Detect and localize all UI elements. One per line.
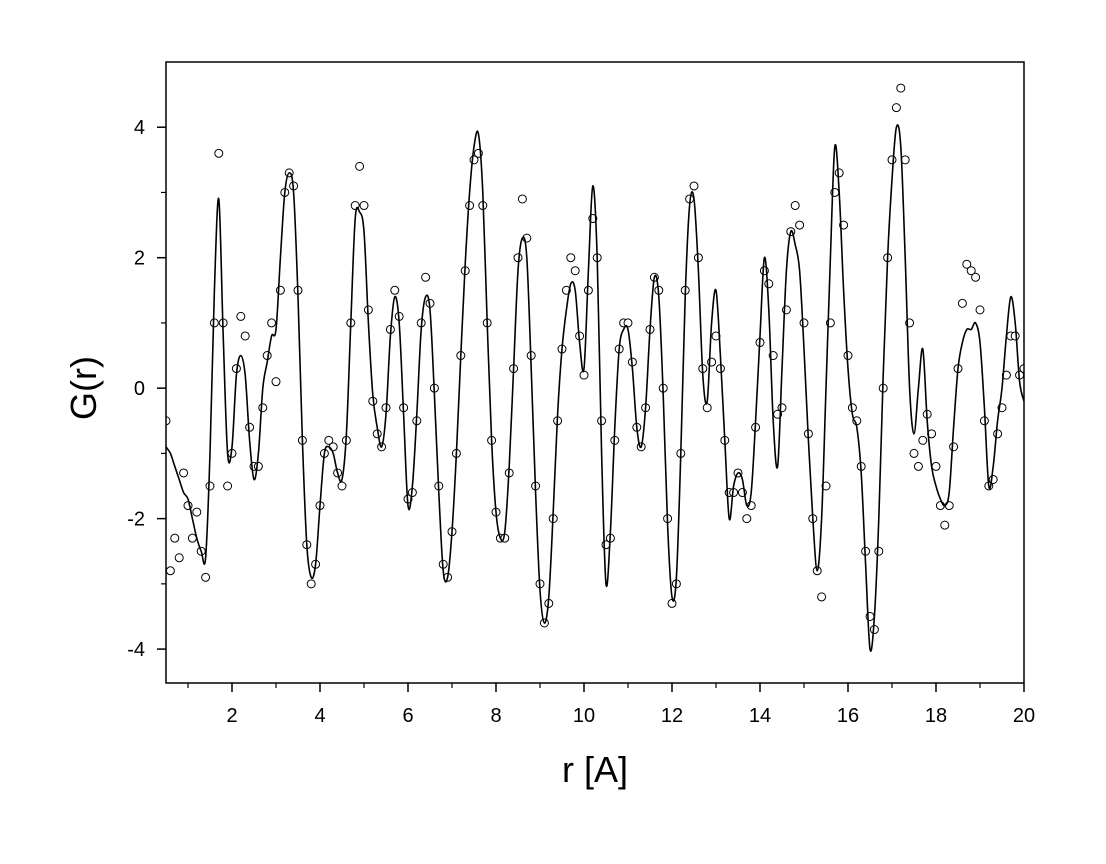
plot-frame <box>165 61 1025 684</box>
data-point <box>355 161 365 171</box>
data-point <box>971 272 981 282</box>
data-point <box>799 318 809 328</box>
data-point <box>891 103 901 113</box>
data-point <box>271 377 281 387</box>
x-tick-label: 12 <box>661 705 683 727</box>
plot-area <box>166 83 1024 652</box>
x-tick-label: 16 <box>837 705 859 727</box>
x-tick-label: 4 <box>314 705 325 727</box>
data-point <box>267 318 277 328</box>
data-point <box>821 481 831 491</box>
data-point <box>949 442 959 452</box>
data-point <box>306 579 316 589</box>
data-point <box>957 298 967 308</box>
data-point <box>337 481 347 491</box>
data-point <box>834 168 844 178</box>
data-point <box>909 448 919 458</box>
data-point <box>209 318 219 328</box>
data-point <box>689 181 699 191</box>
x-tick-label: 20 <box>1013 705 1035 727</box>
y-axis-title: G(r) <box>63 356 104 420</box>
data-point <box>253 461 263 471</box>
data-point <box>166 416 171 426</box>
data-point <box>236 311 246 321</box>
x-tick-label: 2 <box>226 705 237 727</box>
data-point <box>988 474 998 484</box>
data-point <box>570 266 580 276</box>
data-point <box>421 272 431 282</box>
data-point <box>214 148 224 158</box>
y-tick-label: -2 <box>127 509 145 531</box>
data-point <box>1010 331 1020 341</box>
data-point <box>940 520 950 530</box>
data-point <box>795 220 805 230</box>
data-point <box>887 155 897 165</box>
x-tick-label: 18 <box>925 705 947 727</box>
data-point <box>517 194 527 204</box>
data-point <box>174 553 184 563</box>
data-point <box>275 285 285 295</box>
x-tick-label: 6 <box>402 705 413 727</box>
x-tick-label: 14 <box>749 705 771 727</box>
data-point <box>579 370 589 380</box>
data-point <box>205 481 215 491</box>
data-point <box>170 533 180 543</box>
data-point <box>187 533 197 543</box>
x-tick-label: 8 <box>490 705 501 727</box>
data-point <box>764 279 774 289</box>
data-point <box>913 461 923 471</box>
data-point <box>962 259 972 269</box>
data-point <box>777 403 787 413</box>
data-point <box>390 285 400 295</box>
y-tick-label: -4 <box>127 639 145 661</box>
y-tick-label: 2 <box>134 248 145 270</box>
data-point <box>223 481 233 491</box>
data-point <box>258 403 268 413</box>
x-axis-title: r [A] <box>562 749 628 790</box>
data-point <box>1019 364 1024 374</box>
data-point <box>817 592 827 602</box>
data-point <box>324 435 334 445</box>
data-point <box>931 461 941 471</box>
data-point <box>566 253 576 263</box>
x-tick-label: 10 <box>573 705 595 727</box>
data-point <box>192 507 202 517</box>
data-point <box>966 266 976 276</box>
fit-line <box>166 124 1024 652</box>
data-point <box>359 201 369 211</box>
data-point <box>993 429 1003 439</box>
y-tick-label: 4 <box>134 117 145 139</box>
data-point <box>975 305 985 315</box>
data-point <box>201 572 211 582</box>
data-point <box>896 83 906 93</box>
data-point <box>874 546 884 556</box>
data-point <box>918 435 928 445</box>
data-point <box>742 514 752 524</box>
y-tick-label: 0 <box>134 378 145 400</box>
data-point <box>240 331 250 341</box>
data-point <box>667 598 677 608</box>
data-point <box>702 403 712 413</box>
data-point <box>790 201 800 211</box>
data-point <box>166 566 175 576</box>
data-point <box>179 468 189 478</box>
